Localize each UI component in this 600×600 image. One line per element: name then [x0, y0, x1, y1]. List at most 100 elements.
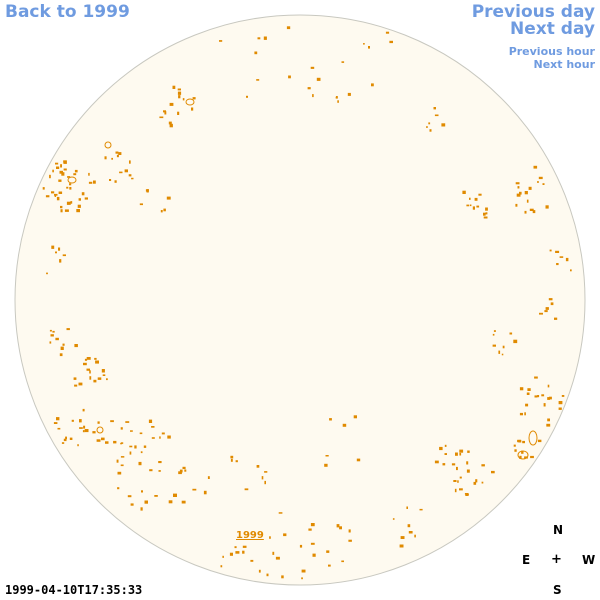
- magnetic-feature: [63, 160, 67, 164]
- magnetic-feature: [537, 395, 540, 398]
- magnetic-feature: [528, 186, 532, 190]
- magnetic-feature: [109, 179, 112, 181]
- magnetic-feature: [554, 317, 558, 320]
- disk-outline: [14, 14, 586, 586]
- magnetic-feature: [69, 187, 72, 190]
- magnetic-feature: [444, 453, 447, 455]
- magnetic-feature: [96, 439, 101, 442]
- magnetic-feature: [242, 550, 245, 554]
- magnetic-feature: [93, 379, 97, 383]
- magnetic-feature: [371, 83, 374, 87]
- magnetic-feature: [128, 174, 132, 177]
- magnetic-feature: [264, 480, 266, 485]
- magnetic-feature: [54, 193, 58, 196]
- magnetic-feature: [159, 436, 161, 439]
- magnetic-feature: [459, 476, 462, 479]
- magnetic-feature: [261, 476, 264, 480]
- magnetic-feature: [127, 495, 132, 498]
- magnetic-feature: [139, 432, 143, 435]
- magnetic-feature: [63, 438, 67, 442]
- magnetic-feature: [63, 168, 67, 171]
- magnetic-feature: [537, 181, 539, 183]
- magnetic-feature: [151, 426, 155, 428]
- magnetic-feature: [547, 418, 550, 422]
- magnetic-feature: [558, 401, 563, 405]
- magnetic-feature: [310, 542, 315, 545]
- magnetic-feature: [524, 412, 526, 416]
- magnetic-feature: [526, 199, 529, 203]
- magnetic-feature: [116, 154, 119, 158]
- magnetic-feature: [555, 250, 560, 253]
- magnetic-feature: [513, 444, 516, 447]
- magnetic-feature: [546, 423, 551, 427]
- magnetic-feature: [177, 88, 181, 91]
- magnetic-feature: [519, 387, 524, 391]
- compass-north: N: [553, 523, 564, 537]
- magnetic-feature: [492, 344, 496, 347]
- magnetic-feature: [459, 449, 464, 453]
- magnetic-feature: [106, 378, 108, 381]
- previous-hour-link[interactable]: Previous hour: [508, 45, 595, 58]
- magnetic-feature: [58, 247, 61, 251]
- magnetic-feature: [301, 569, 306, 573]
- magnetic-feature: [84, 429, 89, 433]
- magnetic-feature: [547, 384, 550, 388]
- magnetic-feature: [257, 37, 261, 40]
- magnetic-feature: [356, 458, 361, 462]
- magnetic-feature: [519, 455, 522, 459]
- magnetic-feature: [324, 463, 328, 467]
- magnetic-feature: [74, 169, 78, 173]
- magnetic-feature: [456, 466, 458, 471]
- magnetic-feature: [478, 193, 482, 196]
- magnetic-feature: [451, 463, 456, 466]
- magnetic-feature: [453, 480, 457, 482]
- magnetic-feature: [459, 452, 462, 456]
- compass-west: W: [582, 553, 596, 567]
- magnetic-feature: [472, 206, 475, 210]
- magnetic-feature: [60, 209, 63, 213]
- magnetic-feature: [515, 203, 518, 207]
- magnetic-feature: [59, 259, 62, 263]
- magnetic-feature: [74, 384, 78, 387]
- magnetic-contour: [185, 98, 195, 106]
- magnetic-feature: [556, 263, 559, 266]
- magnetic-feature: [192, 488, 197, 491]
- next-hour-link[interactable]: Next hour: [533, 58, 596, 71]
- magnetic-feature: [541, 394, 545, 397]
- magnetic-feature: [312, 94, 314, 98]
- magnetic-feature: [561, 395, 565, 397]
- magnetic-feature: [465, 493, 468, 496]
- magnetic-feature: [454, 488, 457, 493]
- magnetic-feature: [118, 152, 122, 155]
- magnetic-feature: [60, 164, 62, 168]
- magnetic-feature: [301, 577, 303, 580]
- magnetic-feature: [515, 182, 520, 185]
- magnetic-feature: [50, 334, 54, 337]
- magnetic-feature: [283, 533, 287, 537]
- magnetic-feature: [163, 208, 166, 212]
- magnetic-feature: [172, 85, 176, 89]
- magnetic-feature: [498, 350, 501, 354]
- magnetic-feature: [329, 418, 332, 421]
- magnetic-feature: [140, 451, 143, 454]
- magnetic-feature: [342, 423, 347, 427]
- magnetic-feature: [244, 488, 249, 491]
- magnetic-feature: [414, 534, 416, 538]
- next-day-link[interactable]: Next day: [510, 19, 595, 39]
- magnetic-feature: [181, 500, 186, 504]
- magnetic-feature: [158, 461, 162, 464]
- year-link[interactable]: 1999: [236, 530, 264, 541]
- magnetic-feature: [469, 197, 471, 200]
- magnetic-feature: [513, 339, 518, 344]
- magnetic-feature: [474, 197, 478, 201]
- magnetic-feature: [473, 481, 477, 485]
- previous-day-link[interactable]: Previous day: [471, 2, 595, 22]
- magnetic-feature: [167, 435, 171, 439]
- magnetic-feature: [220, 565, 223, 568]
- magnetic-feature: [78, 382, 83, 386]
- magnetic-feature: [55, 162, 59, 165]
- back-to-year-link[interactable]: Back to 1999: [5, 2, 130, 22]
- magnetic-feature: [441, 123, 446, 127]
- magnetic-feature: [86, 357, 91, 360]
